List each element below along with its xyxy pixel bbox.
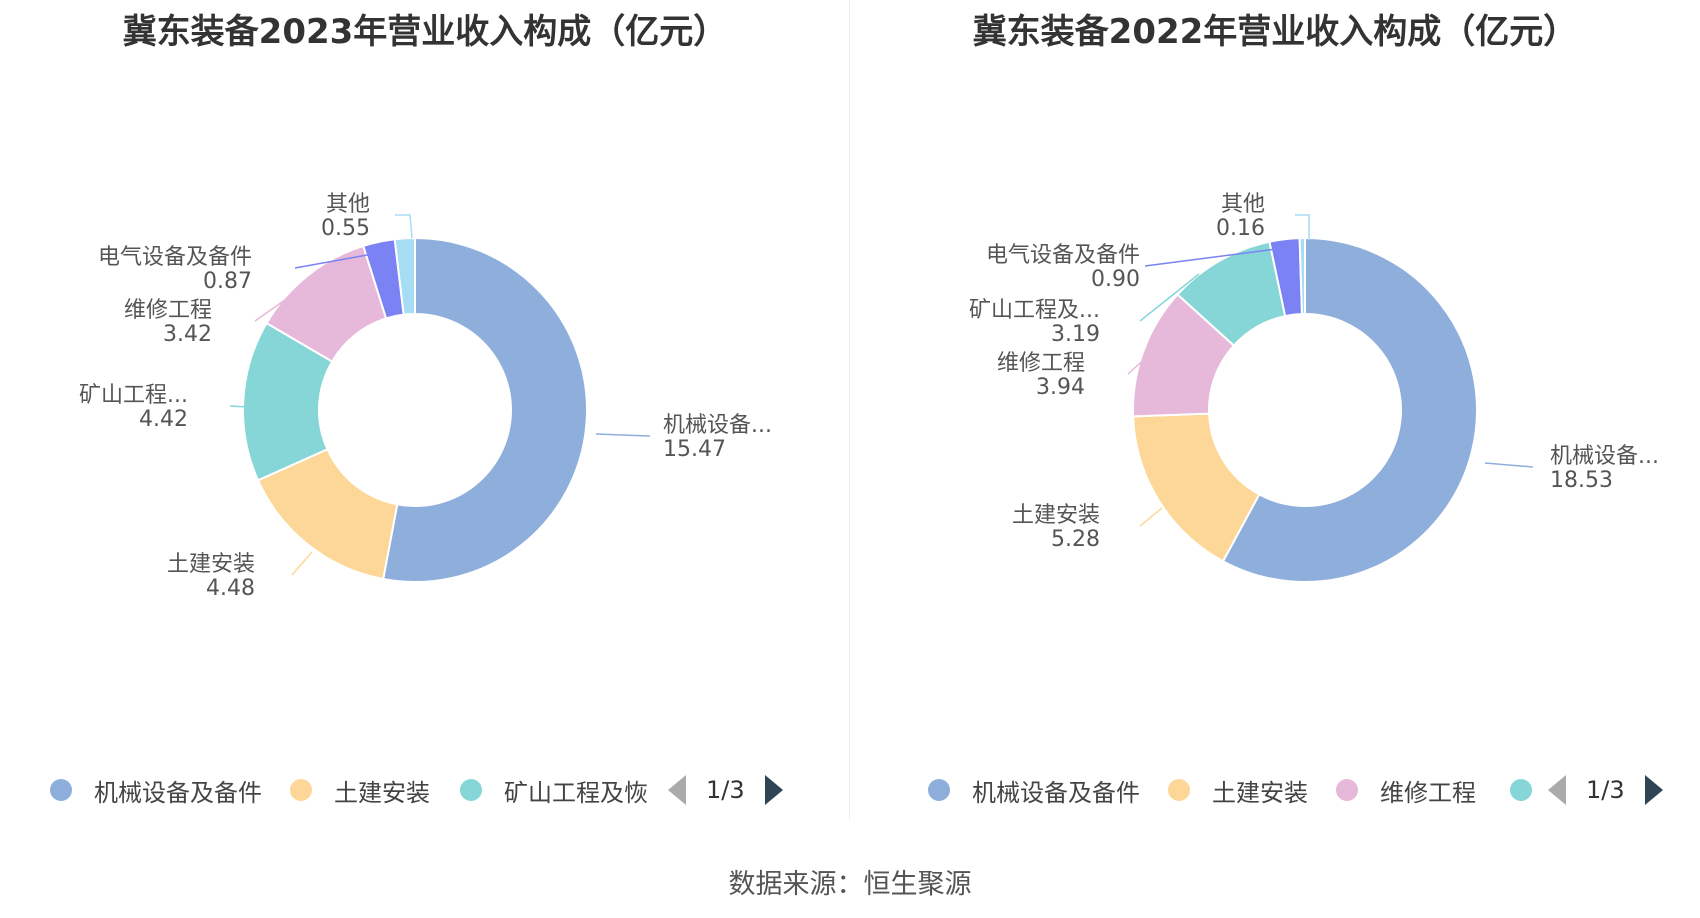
legend-item[interactable]: 矿山工程及恢	[460, 768, 648, 812]
slice-name-label: 矿山工程...	[79, 383, 188, 408]
legend-label: 机械设备及备件	[94, 778, 262, 807]
chart-title: 冀东装备2023年营业收入构成（亿元）	[122, 12, 728, 52]
chart-panel-2023: 冀东装备2023年营业收入构成（亿元） 机械设备... 15.47 土建安装 4.48…	[0, 0, 850, 820]
legend-dot	[928, 779, 950, 801]
slice-value-label: 0.16	[1216, 216, 1265, 241]
label-leader-line	[1295, 214, 1310, 240]
legend-label: 机械设备及备件	[972, 778, 1140, 807]
slice-name-label: 电气设备及备件	[986, 243, 1140, 268]
label-leader-line	[395, 214, 413, 239]
prev-page-icon[interactable]	[668, 775, 686, 805]
legend-item[interactable]: 土建安装	[290, 768, 430, 812]
label-leader-line	[294, 249, 396, 269]
slice-value-label: 15.47	[663, 437, 726, 462]
legend-label: 维修工程	[1380, 778, 1476, 807]
legend: 机械设备及备件 土建安装 矿山工程及恢 1/3	[0, 768, 850, 812]
chart-title: 冀东装备2022年营业收入构成（亿元）	[972, 12, 1578, 52]
slice-name-label: 机械设备...	[1550, 444, 1659, 469]
legend-dot	[1510, 779, 1532, 801]
slice-value-label: 0.87	[203, 269, 252, 294]
slice-value-label: 4.48	[206, 576, 255, 601]
legend-pager: 1/3	[1548, 768, 1663, 812]
legend-label: 矿山工程及恢	[504, 778, 648, 807]
data-source-note: 数据来源：恒生聚源	[728, 869, 972, 900]
legend-page-indicator: 1/3	[1586, 776, 1625, 804]
slice-value-label: 18.53	[1550, 468, 1613, 493]
legend-label: 土建安装	[334, 778, 430, 807]
prev-page-icon[interactable]	[1548, 775, 1566, 805]
donut-slice[interactable]	[1298, 236, 1306, 316]
slice-name-label: 维修工程	[124, 298, 212, 323]
legend-item[interactable]: 维修工程	[1336, 768, 1476, 812]
legend-dot	[50, 779, 72, 801]
slice-value-label: 4.42	[139, 407, 188, 432]
slice-value-label: 3.94	[1036, 375, 1085, 400]
slice-name-label: 电气设备及备件	[98, 245, 252, 270]
slice-name-label: 土建安装	[1012, 503, 1100, 528]
slice-name-label: 机械设备...	[663, 413, 772, 438]
legend-item[interactable]	[1510, 768, 1554, 812]
slice-value-label: 5.28	[1051, 527, 1100, 552]
donut-slice[interactable]	[382, 236, 589, 583]
slice-value-label: 3.19	[1051, 322, 1100, 347]
legend-dot	[1168, 779, 1190, 801]
slice-value-label: 3.42	[163, 322, 212, 347]
label-leader-line	[229, 405, 249, 408]
legend-dot	[1336, 779, 1358, 801]
slice-name-label: 其他	[326, 192, 370, 217]
legend-pager: 1/3	[668, 768, 783, 812]
legend-item[interactable]: 机械设备及备件	[928, 768, 1140, 812]
slice-name-label: 矿山工程及...	[969, 298, 1100, 323]
slice-name-label: 其他	[1221, 192, 1265, 217]
next-page-icon[interactable]	[764, 775, 783, 805]
label-leader-line	[291, 551, 313, 576]
legend-dot	[290, 779, 312, 801]
legend-label: 土建安装	[1212, 778, 1308, 807]
donut-slice[interactable]	[393, 236, 416, 316]
slice-value-label: 0.55	[321, 216, 370, 241]
chart-panel-2022: 冀东装备2022年营业收入构成（亿元） 机械设备... 18.53 土建安装 5.28…	[850, 0, 1700, 820]
legend-item[interactable]: 机械设备及备件	[50, 768, 262, 812]
next-page-icon[interactable]	[1644, 775, 1663, 805]
label-leader-line	[1484, 462, 1534, 468]
legend: 机械设备及备件 土建安装 维修工程 1/3	[850, 768, 1700, 812]
panel-divider	[849, 0, 850, 820]
donut-slice[interactable]	[1221, 236, 1478, 583]
slice-value-label: 0.90	[1091, 267, 1140, 292]
label-leader-line	[1139, 507, 1163, 527]
slice-name-label: 维修工程	[997, 351, 1085, 376]
label-leader-line	[1139, 273, 1200, 322]
legend-dot	[460, 779, 482, 801]
label-leader-line	[1127, 353, 1151, 375]
legend-item[interactable]: 土建安装	[1168, 768, 1308, 812]
label-leader-line	[595, 433, 651, 437]
legend-page-indicator: 1/3	[706, 776, 745, 804]
label-leader-line	[254, 287, 303, 322]
slice-name-label: 土建安装	[167, 552, 255, 577]
label-leader-line	[1144, 246, 1293, 267]
